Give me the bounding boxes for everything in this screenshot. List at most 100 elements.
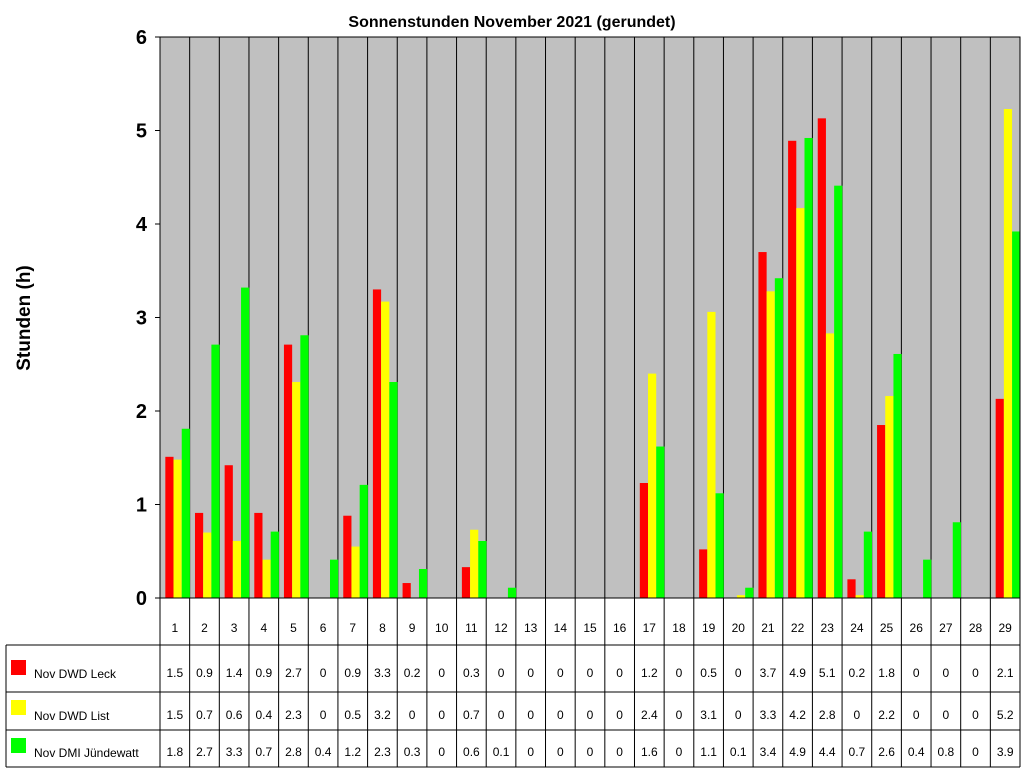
x-tick-label: 23 — [821, 621, 835, 635]
data-label: 0.9 — [255, 666, 272, 680]
data-label: 0 — [498, 666, 505, 680]
x-tick-label: 26 — [910, 621, 924, 635]
bar — [834, 185, 843, 599]
bar — [877, 425, 886, 598]
data-label: 2.3 — [285, 708, 302, 722]
x-tick-label: 29 — [998, 621, 1012, 635]
data-label: 2.6 — [878, 745, 895, 759]
data-label: 1.1 — [700, 745, 717, 759]
data-label: 3.3 — [374, 666, 391, 680]
data-label: 0 — [943, 666, 950, 680]
data-label: 1.5 — [166, 666, 183, 680]
y-tick-label: 2 — [136, 401, 147, 423]
bar — [825, 333, 835, 598]
data-label: 0 — [854, 708, 861, 722]
bar — [507, 587, 517, 598]
data-label: 2.1 — [997, 666, 1014, 680]
bar — [194, 512, 204, 598]
data-label: 0 — [527, 666, 534, 680]
data-label: 4.2 — [789, 708, 806, 722]
data-label: 0.4 — [255, 708, 272, 722]
data-label: 0.3 — [463, 666, 480, 680]
x-tick-label: 8 — [379, 621, 386, 635]
data-label: 0.3 — [404, 745, 421, 759]
data-label: 2.3 — [374, 745, 391, 759]
data-label: 3.3 — [226, 745, 243, 759]
x-tick-label: 28 — [969, 621, 983, 635]
data-label: 0.4 — [908, 745, 925, 759]
data-label: 0 — [587, 745, 594, 759]
data-label: 2.8 — [819, 708, 836, 722]
bar — [656, 446, 665, 598]
data-label: 0 — [438, 708, 445, 722]
data-label: 4.4 — [819, 745, 836, 759]
bar — [952, 522, 961, 598]
data-label: 0 — [527, 708, 534, 722]
data-label: 5.1 — [819, 666, 836, 680]
legend-key — [11, 700, 26, 715]
bar — [470, 529, 479, 598]
data-label: 1.6 — [641, 745, 658, 759]
data-label: 0 — [972, 666, 979, 680]
data-label: 0 — [943, 708, 950, 722]
x-tick-label: 25 — [880, 621, 894, 635]
bar — [359, 484, 368, 598]
legend-key — [11, 660, 26, 675]
bar — [389, 382, 398, 598]
x-tick-label: 27 — [939, 621, 953, 635]
bar — [817, 118, 826, 598]
x-tick-label: 10 — [435, 621, 449, 635]
data-label: 5.2 — [997, 708, 1014, 722]
y-tick-label: 5 — [136, 121, 147, 143]
bar — [283, 344, 293, 598]
data-label: 3.4 — [760, 745, 777, 759]
bar — [648, 373, 657, 598]
x-tick-label: 9 — [409, 621, 416, 635]
data-label: 3.1 — [700, 708, 717, 722]
bar — [766, 291, 775, 598]
data-label: 2.4 — [641, 708, 658, 722]
data-label: 2.7 — [196, 745, 213, 759]
data-label: 2.7 — [285, 666, 302, 680]
data-label: 0 — [676, 666, 683, 680]
x-tick-label: 2 — [201, 621, 208, 635]
data-label: 0.5 — [344, 708, 361, 722]
bar — [381, 301, 390, 598]
data-label: 0.7 — [255, 745, 272, 759]
data-label: 0 — [438, 745, 445, 759]
bar — [995, 398, 1004, 598]
bar — [330, 559, 339, 598]
data-label: 0 — [616, 708, 623, 722]
bar — [796, 208, 805, 599]
x-tick-label: 3 — [231, 621, 238, 635]
data-label: 0.6 — [226, 708, 243, 722]
data-label: 0 — [972, 745, 979, 759]
legend-key — [11, 738, 26, 753]
data-label: 0 — [320, 708, 327, 722]
data-label: 1.8 — [166, 745, 183, 759]
data-label: 0 — [913, 708, 920, 722]
x-tick-label: 12 — [494, 621, 508, 635]
x-tick-label: 20 — [732, 621, 746, 635]
data-label: 0.1 — [730, 745, 747, 759]
bar — [855, 595, 864, 598]
data-label: 1.4 — [226, 666, 243, 680]
data-label: 2.8 — [285, 745, 302, 759]
x-tick-label: 16 — [613, 621, 627, 635]
x-tick-label: 7 — [349, 621, 356, 635]
data-label: 0.7 — [196, 708, 213, 722]
bar — [1012, 231, 1021, 599]
data-label: 0 — [557, 708, 564, 722]
bar — [343, 515, 352, 598]
bar — [745, 587, 754, 598]
data-label: 0.2 — [849, 666, 866, 680]
bar — [847, 579, 856, 598]
legend-label: Nov DWD List — [34, 709, 110, 723]
bar — [639, 483, 649, 598]
bar — [254, 512, 263, 598]
data-label: 0 — [527, 745, 534, 759]
bar — [893, 353, 902, 598]
data-label: 0 — [616, 666, 623, 680]
data-label: 4.9 — [789, 745, 806, 759]
bar — [788, 140, 797, 599]
